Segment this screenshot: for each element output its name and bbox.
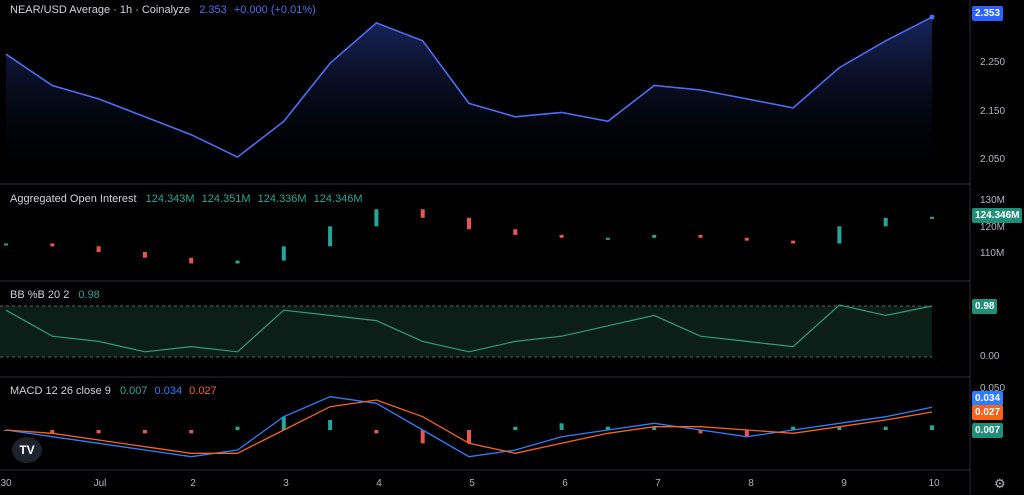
macd-hist-bar	[328, 420, 333, 430]
oi-legend-4: 124.346M	[313, 193, 363, 205]
oi-bar	[142, 252, 147, 258]
oi-last-tag: 124.346M	[972, 208, 1023, 223]
macd-hist-bar	[559, 423, 564, 430]
gear-icon[interactable]: ⚙	[994, 476, 1006, 491]
oi-legend-3: 124.336M	[257, 193, 307, 205]
macd-hist-bar	[837, 426, 842, 430]
macd-hist-bar	[930, 425, 934, 430]
oi-bar	[189, 257, 194, 264]
x-tick-6: 6	[562, 478, 568, 489]
oi-tick-3: 110M	[980, 248, 1005, 259]
price-tick-1: 2.250	[980, 57, 1006, 68]
macd-title: MACD 12 26 close 9	[10, 385, 111, 397]
oi-bar	[744, 237, 749, 241]
price-tick-3: 2.050	[980, 154, 1006, 165]
x-tick-3: 3	[283, 478, 289, 489]
macd-tick-1: 0.050	[980, 383, 1006, 394]
symbol-title: NEAR/USD Average · 1h · Coinalyze	[10, 4, 191, 16]
oi-title: Aggregated Open Interest	[10, 193, 137, 205]
macd-hist-bar	[744, 430, 749, 437]
x-tick-8: 8	[748, 478, 754, 489]
macd-legend-signal: 0.027	[189, 385, 217, 397]
bb-legend: 0.98	[78, 289, 100, 301]
oi-bar	[791, 240, 796, 244]
x-tick-9: 9	[841, 478, 847, 489]
macd-hist-bar	[142, 430, 147, 434]
macd-hist-bar	[883, 426, 888, 430]
oi-bar	[837, 226, 842, 244]
oi-bar	[605, 237, 610, 240]
x-tick-4: 4	[376, 478, 382, 489]
oi-bar	[281, 246, 286, 261]
macd-last-tag: 0.034	[972, 391, 1004, 406]
macd-hist-bar	[420, 430, 425, 444]
macd-legend-hist: 0.007	[119, 385, 148, 397]
oi-bar	[698, 234, 703, 238]
oi-bar	[513, 229, 518, 235]
x-tick-10: 10	[928, 478, 940, 489]
macd-hist-bar	[652, 426, 657, 430]
oi-tick-1: 130M	[980, 195, 1006, 206]
price-value: 2.353	[199, 4, 227, 16]
macd-hist-bar	[605, 426, 610, 430]
oi-legend-2: 124.351M	[201, 193, 251, 205]
bb-title: BB %B 20 2	[10, 289, 70, 301]
bb-line	[5, 304, 933, 353]
oi-tick-2: 120M	[980, 222, 1006, 233]
oi-bar	[50, 243, 55, 247]
price-line	[5, 16, 933, 159]
x-tick-7: 7	[655, 478, 661, 489]
macd-legend-macd: 0.034	[154, 385, 183, 397]
signal-last-tag: 0.027	[972, 405, 1004, 420]
macd-hist-bar	[791, 426, 796, 430]
bb-band-fill	[0, 306, 932, 357]
macd-hist-bar	[281, 416, 286, 430]
x-tick-2: 2	[190, 478, 196, 489]
oi-bar	[930, 216, 934, 219]
bb-tick-zero: 0.00	[980, 351, 1000, 362]
oi-bar	[4, 243, 8, 246]
macd-hist-bar	[374, 430, 379, 434]
price-last-tag: 2.353	[972, 6, 1004, 21]
oi-legend-1: 124.343M	[145, 193, 195, 205]
oi-bar	[235, 260, 240, 264]
oi-bar	[883, 217, 888, 227]
macd-hist-bar	[235, 426, 240, 430]
x-tick-5: 5	[469, 478, 475, 489]
oi-bar	[420, 209, 425, 218]
price-tick-2: 2.150	[980, 106, 1006, 117]
oi-bar	[374, 209, 379, 227]
price-change: +0.000 (+0.01%)	[233, 4, 316, 16]
hist-last-tag: 0.007	[972, 423, 1004, 438]
x-tick-jul: Jul	[93, 478, 107, 489]
signal-line	[5, 399, 933, 454]
oi-bar	[328, 226, 333, 247]
oi-bar	[559, 234, 564, 238]
macd-hist-bar	[467, 430, 471, 444]
macd-hist-bar	[698, 430, 703, 434]
macd-hist-bar	[189, 430, 194, 434]
macd-hist-bar	[513, 426, 518, 430]
oi-bar	[96, 246, 101, 253]
price-last-point	[929, 14, 935, 20]
oi-bar	[652, 234, 657, 238]
macd-hist-bar	[50, 430, 55, 434]
oi-bar	[467, 217, 471, 230]
macd-hist-bar	[96, 430, 101, 434]
tradingview-logo[interactable]: TV	[12, 437, 42, 463]
bb-last-tag: 0.98	[972, 299, 998, 314]
price-area-fill	[6, 17, 932, 180]
x-tick-30: 30	[0, 478, 12, 489]
